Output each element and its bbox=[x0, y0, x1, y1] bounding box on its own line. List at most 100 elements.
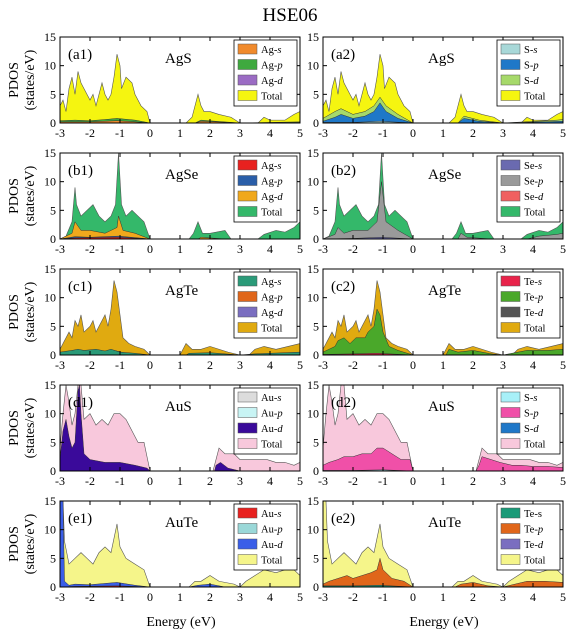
x-tick-label: -3 bbox=[55, 590, 65, 604]
x-tick-label: 3 bbox=[500, 358, 506, 372]
legend-swatch bbox=[237, 322, 258, 333]
x-tick-label: -2 bbox=[348, 474, 358, 488]
legend-swatch bbox=[237, 391, 258, 403]
legend-entry-label: Te-s bbox=[524, 509, 542, 520]
y-tick-label: 0 bbox=[50, 348, 56, 362]
x-tick-label: -3 bbox=[318, 126, 328, 140]
x-tick-label: 1 bbox=[440, 358, 446, 372]
legend-entry-label: Te-s bbox=[524, 277, 542, 288]
y-axis-unit-label: (states/eV) bbox=[23, 49, 38, 110]
legend-entry-label: Total bbox=[261, 92, 283, 103]
panel-e1: -3 -2 -1 0 1 2 3 4 5 0 5 10 15 PDOS (states/eV) (e1) AuT… bbox=[7, 494, 303, 604]
x-tick-label: 0 bbox=[410, 590, 416, 604]
legend-entry-label: Ag-d bbox=[261, 308, 283, 319]
area-c2-te-p bbox=[322, 308, 564, 356]
x-tick-label: -2 bbox=[85, 242, 95, 256]
legend-swatch bbox=[237, 159, 258, 171]
y-tick-label: 15 bbox=[44, 146, 56, 160]
legend-entry-label: Ag-d bbox=[261, 76, 283, 87]
legend-b2: Se-s Se-p Se-d Total bbox=[496, 155, 561, 223]
x-tick-label: -2 bbox=[348, 242, 358, 256]
x-tick-label: 5 bbox=[297, 590, 303, 604]
y-tick-label: 15 bbox=[307, 262, 319, 276]
y-tick-label: 5 bbox=[50, 203, 56, 217]
x-tick-label: -1 bbox=[115, 590, 125, 604]
legend-entry-label: Total bbox=[524, 556, 546, 567]
x-tick-label: 5 bbox=[297, 242, 303, 256]
x-tick-label: 0 bbox=[410, 242, 416, 256]
x-tick-label: -3 bbox=[318, 242, 328, 256]
y-tick-label: 10 bbox=[307, 407, 319, 421]
legend-c1: Ag-s Ag-p Ag-d Total bbox=[233, 271, 298, 339]
x-tick-label: 1 bbox=[177, 126, 183, 140]
legend-swatch bbox=[237, 59, 258, 70]
x-tick-label: 1 bbox=[177, 358, 183, 372]
legend-entry-label: Ag-s bbox=[261, 161, 281, 172]
legend-swatch bbox=[500, 159, 521, 171]
y-axis-label: PDOS bbox=[7, 410, 22, 446]
x-tick-label: 5 bbox=[560, 126, 566, 140]
material-label: AgS bbox=[428, 51, 455, 67]
x-tick-label: 4 bbox=[530, 474, 536, 488]
material-label: AuTe bbox=[165, 515, 198, 531]
legend-entry-label: Ag-p bbox=[261, 61, 283, 72]
legend-entry-label: Au-d bbox=[261, 424, 283, 435]
x-tick-label: 0 bbox=[147, 358, 153, 372]
legend-swatch bbox=[500, 407, 521, 418]
figure-title: HSE06 bbox=[263, 5, 318, 26]
y-tick-label: 5 bbox=[313, 87, 319, 101]
panel-label: (d1) bbox=[68, 395, 93, 411]
legend-swatch bbox=[500, 322, 521, 333]
y-tick-label: 15 bbox=[307, 378, 319, 392]
legend-entry-label: Au-d bbox=[261, 540, 283, 551]
y-tick-label: 0 bbox=[313, 464, 319, 478]
legend-e2: Te-s Te-p Te-d Total bbox=[496, 503, 561, 571]
legend-swatch bbox=[237, 206, 258, 217]
x-tick-label: 0 bbox=[410, 474, 416, 488]
panel-label: (c1) bbox=[68, 279, 92, 295]
area-d2-s-p bbox=[322, 447, 564, 472]
x-tick-label: 5 bbox=[560, 474, 566, 488]
legend-entry-label: Au-p bbox=[261, 409, 283, 420]
panel-c2: -3 -2 -1 0 1 2 3 4 5 0 5 10 15 (c2) AgTe Te-s Te-p Te-d To… bbox=[307, 262, 566, 372]
legend-entry-label: Ag-s bbox=[261, 277, 281, 288]
x-tick-label: -1 bbox=[378, 242, 388, 256]
legend-swatch bbox=[237, 175, 258, 186]
material-label: AgSe bbox=[428, 167, 462, 183]
x-tick-label: 4 bbox=[267, 358, 273, 372]
legend-entry-label: S-p bbox=[524, 61, 539, 72]
legend-swatch bbox=[237, 438, 258, 449]
x-tick-label: -3 bbox=[318, 590, 328, 604]
y-tick-label: 15 bbox=[44, 378, 56, 392]
x-tick-label: -2 bbox=[348, 126, 358, 140]
y-tick-label: 15 bbox=[44, 30, 56, 44]
x-tick-label: -2 bbox=[85, 126, 95, 140]
x-tick-label: 3 bbox=[237, 242, 243, 256]
panel-b2: -3 -2 -1 0 1 2 3 4 5 0 5 10 15 (b2) AgSe Se-s Se-p Se-d To… bbox=[307, 146, 566, 256]
legend-swatch bbox=[237, 507, 258, 519]
legend-swatch bbox=[500, 291, 521, 302]
x-tick-label: 5 bbox=[560, 358, 566, 372]
legend-entry-label: Au-s bbox=[261, 509, 281, 520]
y-tick-label: 5 bbox=[50, 551, 56, 565]
x-tick-label: 1 bbox=[440, 126, 446, 140]
legend-entry-label: Au-s bbox=[261, 393, 281, 404]
x-tick-label: 3 bbox=[500, 242, 506, 256]
panel-c1: -3 -2 -1 0 1 2 3 4 5 0 5 10 15 PDOS (states/eV) (c1) AgT… bbox=[7, 262, 303, 372]
y-tick-label: 5 bbox=[313, 319, 319, 333]
x-tick-label: -3 bbox=[55, 358, 65, 372]
panel-label: (a2) bbox=[331, 47, 355, 63]
x-tick-label: 4 bbox=[267, 242, 273, 256]
legend-swatch bbox=[237, 422, 258, 434]
panel-label: (b2) bbox=[331, 163, 356, 179]
legend-swatch bbox=[237, 190, 258, 202]
x-tick-label: -1 bbox=[115, 126, 125, 140]
legend-swatch bbox=[237, 74, 258, 86]
y-axis-unit-label: (states/eV) bbox=[23, 397, 38, 458]
x-tick-label: 4 bbox=[530, 242, 536, 256]
x-tick-label: -3 bbox=[55, 126, 65, 140]
legend-swatch bbox=[237, 306, 258, 318]
y-tick-label: 0 bbox=[50, 116, 56, 130]
panel-label: (e2) bbox=[331, 511, 355, 527]
